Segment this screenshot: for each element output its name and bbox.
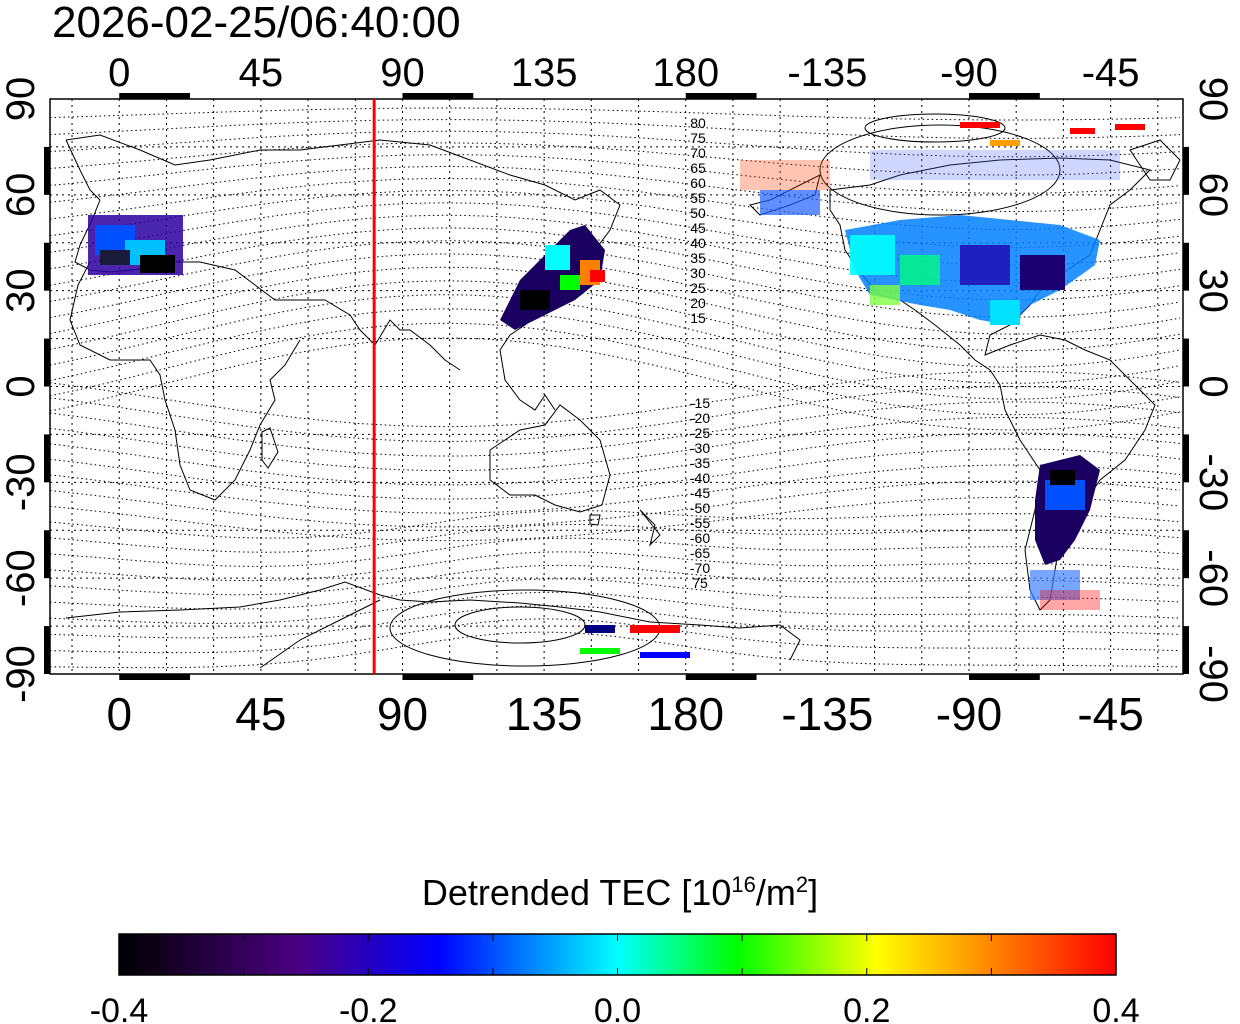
colorbar-tick-label: -0.2 [339, 992, 398, 1024]
x-tick-label-bottom: 180 [647, 688, 724, 740]
y-tick-label-left: 90 [0, 77, 43, 122]
x-tick-label-bottom: 45 [235, 688, 286, 740]
contour-label: -15 [690, 395, 710, 411]
contour-label: 75 [690, 130, 706, 146]
colorbar-tick-label: -0.4 [90, 992, 149, 1024]
colorbar-title: Detrended TEC [1016/m2] [421, 872, 819, 913]
contour-label: -50 [690, 500, 710, 516]
contour-label: -60 [690, 530, 710, 546]
contour-label: -70 [690, 560, 710, 576]
x-axis-bottom-labels: 0 45 90 135 180 -135 -90 -45 [106, 688, 1143, 740]
contour-label: 25 [690, 280, 706, 296]
y-tick-label-right: 90 [1191, 77, 1235, 122]
contour-label: 60 [690, 175, 706, 191]
contour-label: 20 [690, 295, 706, 311]
y-tick-label-right: 30 [1191, 268, 1235, 313]
contour-label: 40 [690, 235, 706, 251]
arctic-cluster [870, 122, 1145, 180]
colorbar-tick-label: 0.4 [1092, 992, 1139, 1024]
x-tick-label-top: -90 [940, 51, 998, 95]
contour-label: 15 [690, 310, 706, 326]
timestamp-title: 2026-02-25/06:40:00 [52, 0, 461, 47]
contour-label: -20 [690, 410, 710, 426]
x-tick-label-bottom: 135 [506, 688, 583, 740]
x-axis-top-labels: 0 45 90 135 180 -135 -90 -45 [108, 51, 1139, 95]
y-tick-label-left: -90 [0, 645, 43, 703]
y-axis-right-labels: 90 60 30 0 -30 -60 -90 [1191, 77, 1235, 703]
magnetic-latitude-contours [50, 107, 1181, 669]
colorbar-tick-label: 0.0 [594, 992, 641, 1024]
y-tick-label-right: 60 [1191, 173, 1235, 218]
colorbar-ticks: -0.4 -0.2 0.0 0.2 0.4 [90, 934, 1140, 1024]
north-america-cluster [845, 215, 1100, 325]
contour-label: -40 [690, 470, 710, 486]
y-tick-label-left: -30 [0, 453, 43, 511]
x-tick-label-bottom: 0 [106, 688, 132, 740]
colorbar-tick-label: 0.2 [843, 992, 890, 1024]
x-tick-label-top: 90 [380, 51, 425, 95]
y-tick-label-left: -60 [0, 549, 43, 607]
contour-label: 65 [690, 160, 706, 176]
contour-label: -30 [690, 440, 710, 456]
contour-labels: 8075706560555045403530252015-15-20-25-30… [690, 115, 710, 591]
contour-label: -35 [690, 455, 710, 471]
tec-observation-clusters [88, 122, 1145, 658]
contour-label: 70 [690, 145, 706, 161]
x-tick-label-bottom: -90 [936, 688, 1002, 740]
contour-label: 50 [690, 205, 706, 221]
contour-label: -45 [690, 485, 710, 501]
y-tick-label-left: 30 [0, 268, 43, 313]
y-tick-label-right: 0 [1191, 375, 1235, 397]
alaska-cluster [740, 160, 830, 215]
south-america-cluster [1030, 455, 1100, 600]
japan-cluster [500, 225, 605, 330]
x-tick-label-top: 180 [652, 51, 719, 95]
x-tick-label-bottom: 90 [377, 688, 428, 740]
antarctic-cluster [580, 590, 1100, 658]
contour-label: 75 [692, 575, 708, 591]
x-tick-label-top: 135 [511, 51, 578, 95]
contour-label: -55 [690, 515, 710, 531]
contour-label: -65 [690, 545, 710, 561]
y-tick-label-left: 0 [0, 375, 43, 397]
x-tick-label-bottom: -135 [781, 688, 873, 740]
contour-label: 55 [690, 190, 706, 206]
y-tick-label-left: 60 [0, 173, 43, 218]
contour-label: 45 [690, 220, 706, 236]
contour-label: 30 [690, 265, 706, 281]
x-tick-label-bottom: -45 [1077, 688, 1143, 740]
contour-label: -25 [690, 425, 710, 441]
contour-label: 80 [690, 115, 706, 131]
frame-tick-bars [44, 93, 1189, 680]
y-axis-left-labels: 90 60 30 0 -30 -60 -90 [0, 77, 43, 703]
y-tick-label-right: -30 [1191, 453, 1235, 511]
europe-cluster [88, 215, 183, 275]
y-tick-label-right: -60 [1191, 549, 1235, 607]
y-tick-label-right: -90 [1191, 645, 1235, 703]
x-tick-label-top: -135 [787, 51, 867, 95]
x-tick-label-top: 45 [239, 51, 284, 95]
x-tick-label-top: -45 [1082, 51, 1140, 95]
contour-label: 35 [690, 250, 706, 266]
x-tick-label-top: 0 [108, 51, 130, 95]
